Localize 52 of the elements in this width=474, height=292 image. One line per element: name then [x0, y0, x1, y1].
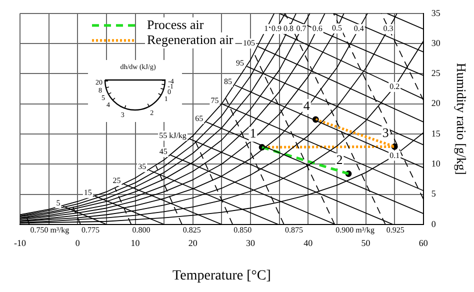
annotation: 0.1 [390, 150, 400, 160]
x-tick-label: 60 [418, 238, 428, 248]
y-tick-label: 10 [431, 158, 441, 168]
annotation: 0.2 [390, 82, 400, 92]
x-tick-label: 30 [246, 238, 256, 248]
annotation: 85 [224, 77, 232, 86]
annotation: 65 [195, 114, 204, 124]
annotation: 45 [159, 147, 168, 156]
y-axis-title: Humidity ratio [g/kg] [454, 62, 469, 175]
x-tick-label: 20 [188, 238, 198, 248]
x-tick-label: 40 [304, 238, 314, 248]
x-tick-label: 10 [130, 238, 140, 248]
y-tick-label: 30 [431, 38, 441, 48]
x-tick-label: 0 [75, 238, 80, 248]
annotation: 95 [236, 58, 244, 68]
annotation: 0.825 [182, 225, 201, 234]
annotation: 15 [84, 188, 92, 198]
x-tick-label: 50 [361, 238, 371, 248]
y-tick-label: 5 [431, 188, 436, 199]
annotation: 1 [264, 24, 268, 34]
annotation: 75 [210, 96, 219, 105]
annotation: 35 [138, 162, 146, 172]
annotation: 0.5 [332, 24, 342, 33]
annotation: 1 [250, 126, 256, 141]
annotation: 0.3 [383, 24, 394, 34]
annotation: 0.7 [296, 24, 306, 34]
annotation: 2 [336, 152, 343, 168]
annotation: 55 kJ/kg [159, 130, 186, 140]
y-tick-label: 20 [431, 98, 441, 108]
legend-label: Regeneration air [147, 32, 234, 47]
annotation: 0.800 [132, 225, 150, 234]
annotation: 0.750 m³/kg [30, 225, 70, 234]
annotation: 0.875 [284, 225, 303, 234]
annotation: 105 [243, 38, 256, 48]
annotation: 5 [56, 198, 60, 208]
annotation: 0.6 [312, 24, 322, 34]
annotation: 0.775 [82, 225, 100, 234]
y-tick-label: 25 [431, 68, 441, 78]
y-tick-label: 35 [431, 8, 441, 18]
y-tick-label: 15 [431, 128, 441, 138]
annotation: 0.925 [386, 225, 404, 234]
x-tick-label: -10 [14, 238, 26, 248]
annotation: 0.900 m³/kg [336, 225, 374, 234]
y-tick-label: 0 [431, 218, 436, 229]
annotation: 0.8 [284, 24, 294, 34]
annotation: 0.9 [271, 24, 282, 34]
annotation: 0.4 [354, 24, 364, 34]
annotation: 25 [112, 176, 121, 186]
x-axis-title: Temperature [°C] [172, 268, 271, 284]
legend-label: Process air [147, 16, 204, 32]
annotation: 0.850 [234, 225, 252, 234]
annotation: 3 [382, 125, 389, 140]
